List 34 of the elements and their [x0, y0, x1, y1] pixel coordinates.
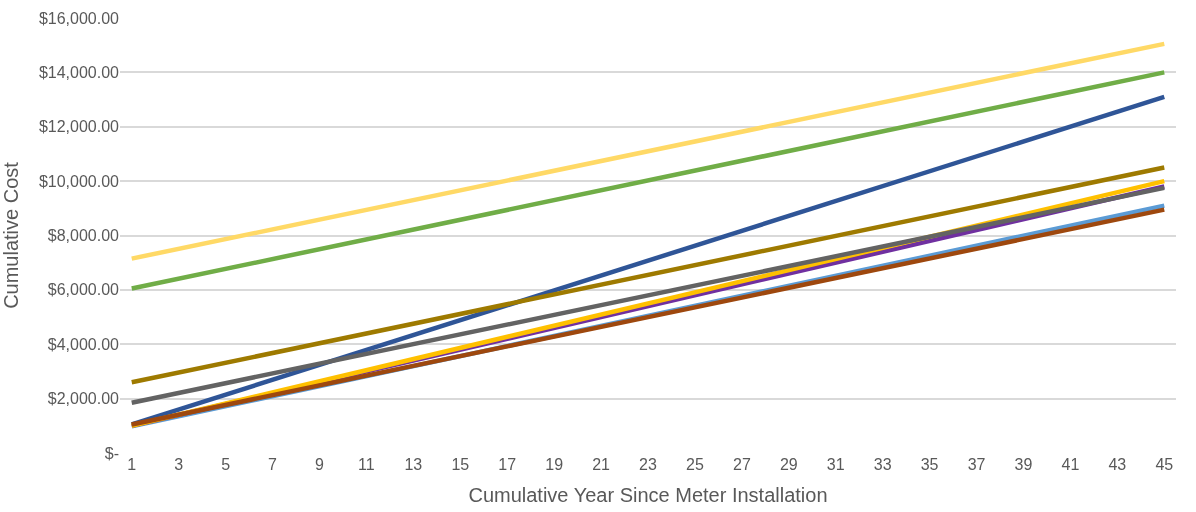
y-tick-label: $6,000.00: [47, 281, 120, 299]
x-tick-label: 7: [268, 456, 278, 473]
x-tick-label: 25: [686, 456, 704, 473]
x-tick-label: 11: [358, 456, 375, 473]
x-tick-label: 1: [127, 456, 137, 473]
x-tick-label: 35: [920, 456, 939, 473]
x-tick-label: 15: [451, 456, 470, 473]
x-tick-label: 41: [1061, 456, 1080, 473]
y-tick-label: $2,000.00: [47, 390, 120, 408]
x-tick-label: 23: [639, 456, 657, 473]
x-tick-label: 43: [1108, 456, 1127, 473]
y-tick-label: $4,000.00: [47, 335, 120, 353]
x-tick-label: 3: [174, 456, 184, 473]
x-tick-label: 13: [404, 456, 423, 473]
x-tick-label: 5: [221, 456, 231, 473]
x-tick-label: 21: [592, 456, 611, 473]
x-tick-label: 17: [498, 456, 517, 473]
x-tick-label: 9: [315, 456, 325, 473]
y-tick-label: $10,000.00: [38, 172, 120, 190]
x-tick-label: 33: [873, 456, 892, 473]
y-tick-label: $14,000.00: [38, 63, 120, 81]
y-tick-label: $12,000.00: [38, 118, 120, 136]
y-tick-label: $-: [104, 444, 119, 462]
x-tick-label: 31: [826, 456, 845, 473]
y-axis-title: Cumulative Cost: [0, 161, 22, 309]
x-tick-label: 39: [1014, 456, 1033, 473]
x-tick-label: 37: [967, 456, 986, 473]
x-axis-title: Cumulative Year Since Meter Installation: [468, 483, 828, 506]
x-tick-label: 19: [545, 456, 564, 473]
x-tick-label: 27: [732, 456, 751, 473]
x-tick-label: 29: [779, 456, 798, 473]
x-tick-label: 45: [1155, 456, 1174, 473]
y-tick-label: $8,000.00: [47, 227, 120, 245]
y-tick-label: $16,000.00: [38, 9, 120, 27]
